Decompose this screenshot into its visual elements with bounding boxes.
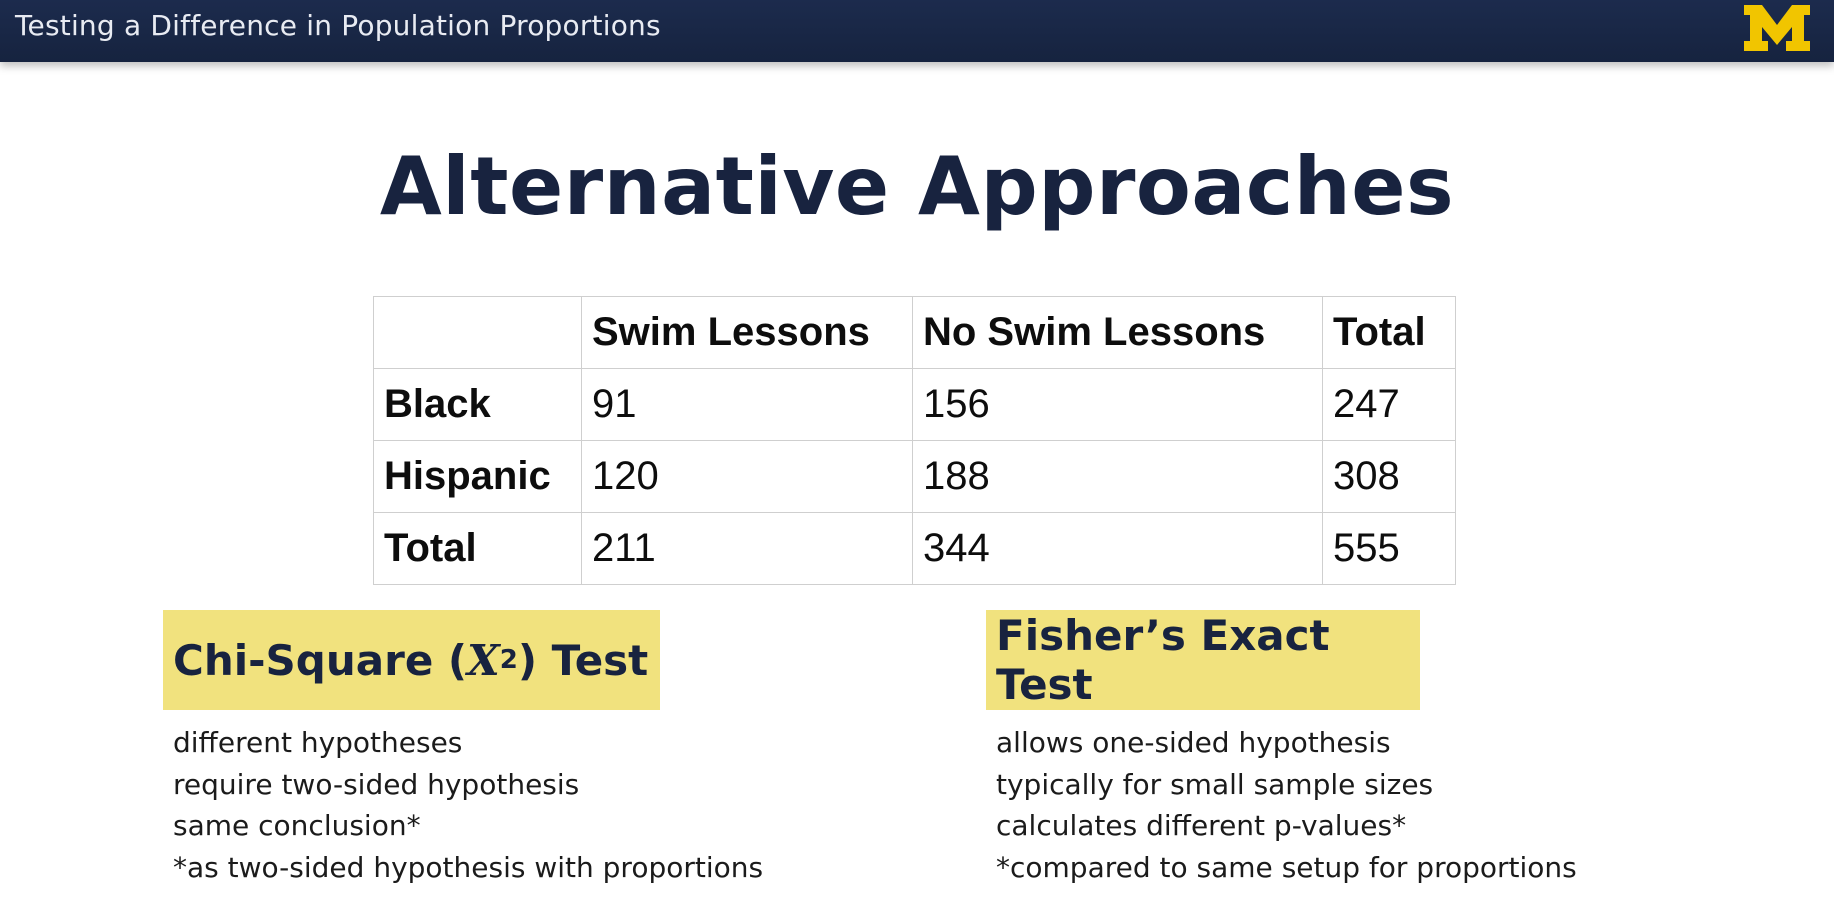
chi-square-title-suffix: ) Test xyxy=(517,635,649,685)
contingency-table: Swim Lessons No Swim Lessons Total Black… xyxy=(373,296,1456,585)
slide-title: Alternative Approaches xyxy=(379,140,1455,233)
list-item: require two-sided hypothesis xyxy=(173,767,580,801)
table-row: Black 91 156 247 xyxy=(373,368,1456,441)
list-item: *compared to same setup for proportions xyxy=(996,850,1577,884)
fisher-test-title: Fisher’s Exact Test xyxy=(996,611,1330,709)
column-header-swim-lessons: Swim Lessons xyxy=(581,296,913,369)
fisher-notes: allows one-sided hypothesis typically fo… xyxy=(996,722,1696,888)
university-logo-icon xyxy=(1744,5,1810,51)
header-title: Testing a Difference in Population Propo… xyxy=(15,9,661,42)
chi-square-notes: different hypotheses require two-sided h… xyxy=(173,722,813,888)
table-cell: 120 xyxy=(581,440,913,513)
column-header-no-swim-lessons: No Swim Lessons xyxy=(912,296,1323,369)
chi-square-symbol: X xyxy=(467,635,500,685)
table-cell: 344 xyxy=(912,512,1323,585)
list-item: same conclusion* xyxy=(173,809,421,842)
list-item: different hypotheses xyxy=(173,726,463,759)
table-row: Total 211 344 555 xyxy=(373,512,1456,585)
list-item: typically for small sample sizes xyxy=(996,767,1434,801)
table-cell: 156 xyxy=(912,368,1323,441)
table-corner-cell xyxy=(373,296,582,369)
table-cell: 247 xyxy=(1322,368,1456,441)
list-item: *as two-sided hypothesis with proportion… xyxy=(173,850,764,884)
chi-square-test-box: Chi-Square (X 2) Test xyxy=(163,610,660,710)
table-row: Hispanic 120 188 308 xyxy=(373,440,1456,513)
row-header: Black xyxy=(373,368,582,441)
table-cell: 211 xyxy=(581,512,913,585)
list-item: allows one-sided hypothesis xyxy=(996,726,1391,759)
chi-square-title-prefix: Chi-Square ( xyxy=(173,635,468,685)
column-header-total: Total xyxy=(1322,296,1456,369)
table-cell: 91 xyxy=(581,368,913,441)
table-cell: 188 xyxy=(912,440,1323,513)
header-bar: Testing a Difference in Population Propo… xyxy=(0,0,1834,62)
row-header: Hispanic xyxy=(373,440,582,513)
table-header-row: Swim Lessons No Swim Lessons Total xyxy=(373,296,1456,369)
table-cell: 308 xyxy=(1322,440,1456,513)
table-cell: 555 xyxy=(1322,512,1456,585)
fisher-test-box: Fisher’s Exact Test xyxy=(986,610,1420,710)
list-item: calculates different p-values* xyxy=(996,809,1407,842)
row-header: Total xyxy=(373,512,582,585)
